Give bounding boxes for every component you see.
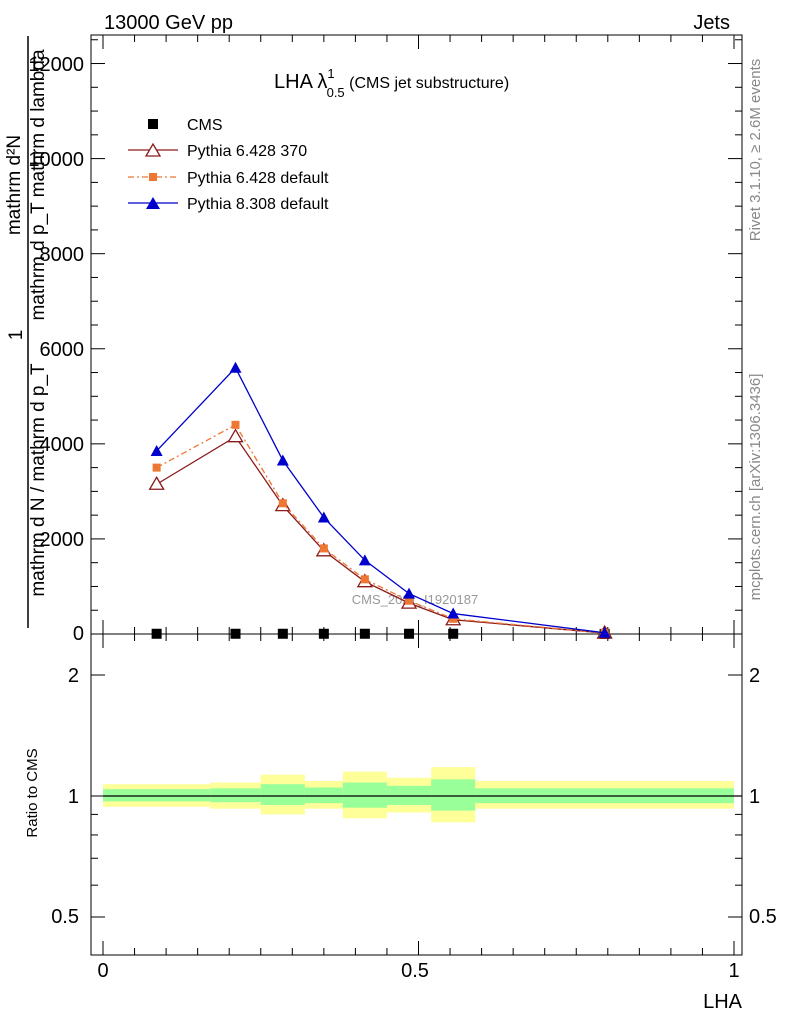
axis-ticks: [91, 35, 742, 955]
series-point-3: [150, 444, 163, 456]
cms-data-point: [230, 628, 241, 639]
y-axis-label-prefix: 1: [6, 330, 27, 341]
y-tick-label: 2000: [40, 529, 85, 551]
series-point-3: [447, 607, 460, 619]
series-point-3: [229, 361, 242, 373]
ratio-band-inner: [342, 782, 387, 808]
y-tick-labels-ratio: 0.5 1 2: [51, 665, 79, 928]
ratio-band-inner: [210, 788, 261, 803]
x-tick-label: 1: [728, 960, 739, 982]
ratio-band-inner: [260, 784, 305, 805]
title-sub: 0.5: [327, 85, 345, 100]
series-point-1: [148, 475, 165, 490]
cms-data-point: [318, 628, 329, 639]
ratio-band-inner: [103, 789, 211, 802]
cms-data-point: [277, 628, 288, 639]
y-tick-label: 12000: [28, 54, 84, 76]
ratio-plot-frame: [90, 633, 743, 956]
y-tick-label: 0: [73, 623, 84, 645]
legend: CMS Pythia 6.428 370 Pythia 6.428 defaul…: [128, 117, 329, 213]
y-axis-label-outer-denominator: mathrm d N / mathrm d p_T: [28, 363, 49, 597]
y-axis-label-main: 1 mathrm d²N mathrm d p_T mathrm d lambd…: [4, 36, 49, 628]
ratio-tick-label-right: 2: [749, 665, 760, 687]
x-axis-label: LHA: [703, 991, 743, 1013]
y-tick-labels-ratio-right: 0.5 1 2: [749, 665, 777, 928]
ratio-bands: [103, 767, 734, 823]
title-rest: (CMS jet substructure): [345, 75, 509, 92]
ratio-tick-label: 1: [68, 786, 79, 808]
y-tick-label: 8000: [40, 244, 85, 266]
header-left: 13000 GeV pp: [104, 12, 233, 34]
legend-cms-marker: [148, 119, 158, 129]
legend-py6-370-label: Pythia 6.428 370: [187, 143, 307, 160]
legend-py6-default-label: Pythia 6.428 default: [187, 170, 329, 187]
header-right: Jets: [693, 12, 730, 34]
ratio-tick-label: 2: [68, 665, 79, 687]
main-title: LHA λ1 0.5 (CMS jet substructure): [274, 66, 509, 100]
ratio-tick-label-right: 1: [749, 786, 760, 808]
y-tick-labels-main: 0 2000 4000 6000 8000 10000 12000: [28, 54, 84, 645]
x-tick-label: 0.5: [401, 960, 429, 982]
series-line-1: [156, 435, 605, 634]
y-axis-label-ratio: Ratio to CMS: [24, 748, 41, 837]
series-point-2: [319, 544, 328, 553]
series-point-1: [227, 428, 244, 443]
title-sup: 1: [327, 66, 334, 81]
series-point-3: [403, 587, 416, 599]
mcplots-label: mcplots.cern.ch [arXiv:1306.3436]: [747, 374, 764, 601]
y-tick-label: 6000: [40, 339, 85, 361]
cms-data-point: [404, 628, 415, 639]
ratio-tick-label: 0.5: [51, 906, 79, 928]
series-point-3: [358, 554, 371, 566]
x-tick-label: 0: [97, 960, 108, 982]
series-point-2: [231, 420, 240, 429]
x-tick-labels: 0 0.5 1: [97, 960, 739, 982]
ratio-band-inner: [304, 787, 343, 804]
series-point-3: [276, 454, 289, 466]
cms-data-point: [359, 628, 370, 639]
y-axis-label-denominator: mathrm d p_T mathrm d lambda: [28, 49, 49, 320]
series-point-2: [449, 614, 458, 623]
data-series: [148, 361, 613, 639]
cms-data-point: [448, 628, 459, 639]
y-tick-label: 4000: [40, 434, 85, 456]
y-tick-label: 10000: [28, 149, 84, 171]
series-point-2: [278, 499, 287, 508]
legend-py8-default-marker: [146, 197, 160, 209]
series-point-2: [152, 463, 161, 472]
series-line-2: [156, 423, 605, 634]
series-point-2: [360, 575, 369, 584]
series-point-3: [598, 626, 611, 638]
series-line-3: [156, 366, 605, 634]
y-axis-label-numerator: mathrm d²N: [4, 135, 25, 235]
legend-py6-370-marker: [144, 142, 162, 157]
ratio-tick-label-right: 0.5: [749, 906, 777, 928]
legend-cms-label: CMS: [187, 117, 223, 134]
ratio-band-inner: [431, 779, 476, 811]
series-point-3: [317, 511, 330, 523]
legend-py6-default-marker: [149, 173, 157, 181]
legend-py8-default-label: Pythia 8.308 default: [187, 196, 329, 213]
title-lambda: LHA λ: [274, 71, 327, 93]
series-point-2: [405, 596, 414, 605]
cms-data-point: [151, 628, 162, 639]
analysis-watermark: CMS_2021_I1920187: [352, 592, 479, 607]
rivet-label: Rivet 3.1.10, ≥ 2.6M events: [747, 59, 764, 242]
